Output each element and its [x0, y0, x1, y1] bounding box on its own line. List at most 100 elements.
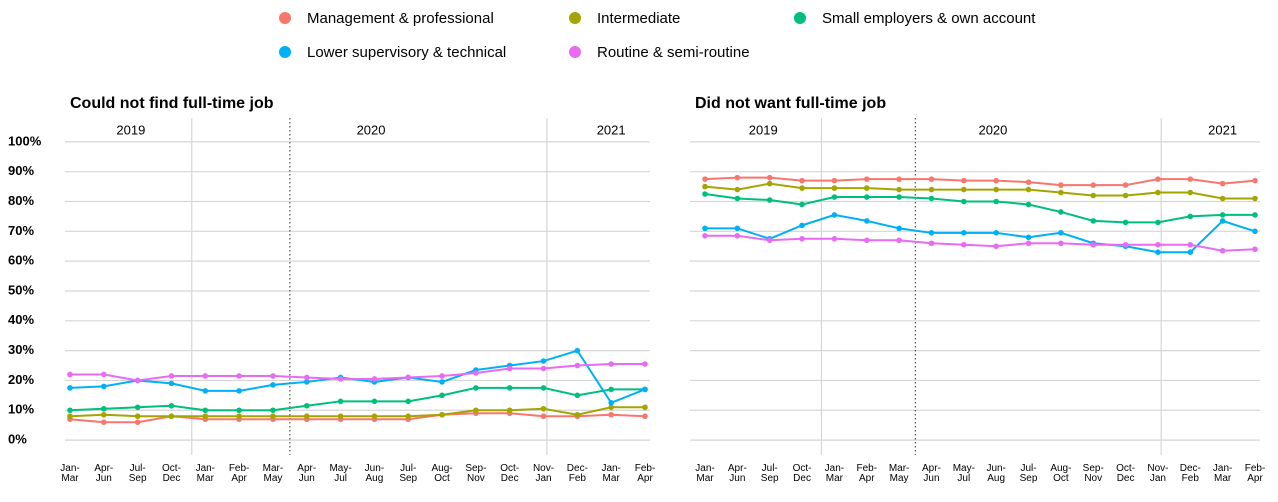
- data-point: [863, 185, 870, 191]
- data-point: [734, 195, 741, 202]
- data-point: [608, 386, 614, 393]
- data-point: [540, 405, 547, 412]
- series-line: [69, 406, 645, 418]
- x-tick-label: Feb-Apr: [229, 463, 250, 484]
- year-label: 2021: [597, 122, 626, 137]
- data-point: [734, 186, 741, 193]
- data-point: [540, 358, 547, 364]
- x-tick-label: Feb-Apr: [1245, 463, 1266, 484]
- data-point: [896, 225, 902, 232]
- data-point: [642, 413, 648, 420]
- data-point: [540, 365, 547, 372]
- data-point: [270, 413, 276, 420]
- data-point: [473, 385, 479, 391]
- data-point: [1187, 241, 1194, 248]
- y-tick-label: 60%: [8, 253, 34, 268]
- data-point: [896, 237, 902, 244]
- data-point: [799, 177, 805, 184]
- data-point: [439, 411, 445, 418]
- data-point: [961, 198, 967, 205]
- data-point: [1187, 249, 1194, 256]
- data-point: [928, 186, 935, 193]
- x-tick-label: Jul-Sep: [399, 463, 417, 484]
- data-point: [202, 373, 209, 379]
- data-point: [1155, 189, 1161, 196]
- data-point: [1090, 218, 1097, 224]
- data-point: [337, 413, 344, 420]
- series-line: [704, 176, 1256, 187]
- data-point: [993, 177, 999, 184]
- data-point: [1090, 182, 1097, 188]
- data-point: [608, 411, 614, 418]
- legend-label: Lower supervisory & technical: [307, 44, 506, 61]
- data-point: [506, 365, 513, 372]
- data-point: [405, 413, 412, 420]
- data-point: [799, 201, 805, 208]
- data-point: [1219, 218, 1226, 224]
- data-point: [337, 398, 344, 405]
- data-point: [1025, 240, 1032, 247]
- x-tick-label: Aug-Oct: [1050, 463, 1071, 484]
- data-point: [896, 176, 902, 182]
- data-point: [236, 388, 242, 394]
- data-point: [1058, 182, 1064, 188]
- data-point: [473, 407, 479, 414]
- x-tick-label: Mar-May: [263, 463, 284, 484]
- data-point: [405, 374, 412, 381]
- x-tick-label: Jan-Mar: [825, 463, 844, 484]
- data-point: [961, 230, 967, 236]
- data-point: [1122, 241, 1129, 248]
- data-point: [642, 404, 648, 411]
- y-tick-label: 10%: [8, 402, 34, 417]
- data-point: [993, 198, 999, 205]
- data-point: [168, 380, 175, 387]
- y-tick-label: 80%: [8, 193, 34, 208]
- data-point: [1058, 230, 1064, 236]
- data-point: [766, 174, 773, 181]
- data-point: [831, 185, 838, 191]
- data-point: [371, 413, 378, 420]
- data-point: [831, 194, 838, 200]
- data-point: [766, 237, 773, 244]
- series-line: [69, 386, 645, 412]
- data-point: [101, 419, 107, 425]
- legend-marker: [569, 46, 581, 58]
- data-point: [896, 194, 902, 200]
- data-point: [67, 371, 73, 378]
- x-tick-label: Feb-Apr: [635, 463, 656, 484]
- data-point: [993, 230, 999, 236]
- data-point: [1155, 176, 1161, 182]
- data-point: [608, 400, 614, 406]
- data-point: [439, 373, 445, 379]
- data-point: [270, 373, 276, 379]
- data-point: [1058, 189, 1064, 196]
- data-point: [1025, 179, 1032, 185]
- data-point: [799, 235, 805, 242]
- data-point: [270, 382, 276, 388]
- data-point: [473, 370, 479, 376]
- x-tick-label: May-Jul: [329, 463, 351, 484]
- data-point: [371, 376, 378, 382]
- data-point: [439, 379, 445, 385]
- x-tick-label: Feb-Apr: [856, 463, 877, 484]
- data-point: [1219, 247, 1226, 254]
- data-point: [67, 385, 73, 391]
- data-point: [1219, 212, 1226, 218]
- x-tick-label: Oct-Dec: [162, 463, 181, 484]
- x-tick-label: Jan-Mar: [196, 463, 215, 484]
- data-point: [134, 377, 141, 384]
- y-tick-label: 0%: [8, 432, 27, 447]
- y-tick-label: 100%: [8, 133, 42, 148]
- data-point: [506, 407, 513, 414]
- x-tick-label: Mar-May: [889, 463, 910, 484]
- y-tick-label: 30%: [8, 342, 34, 357]
- series-line: [69, 412, 646, 424]
- x-tick-label: Jul-Sep: [1020, 463, 1038, 484]
- legend-marker: [279, 12, 291, 24]
- legend-marker: [279, 46, 291, 58]
- legend-label: Routine & semi-routine: [597, 44, 750, 61]
- data-point: [270, 407, 276, 414]
- data-point: [202, 388, 209, 394]
- series-line: [705, 213, 1256, 254]
